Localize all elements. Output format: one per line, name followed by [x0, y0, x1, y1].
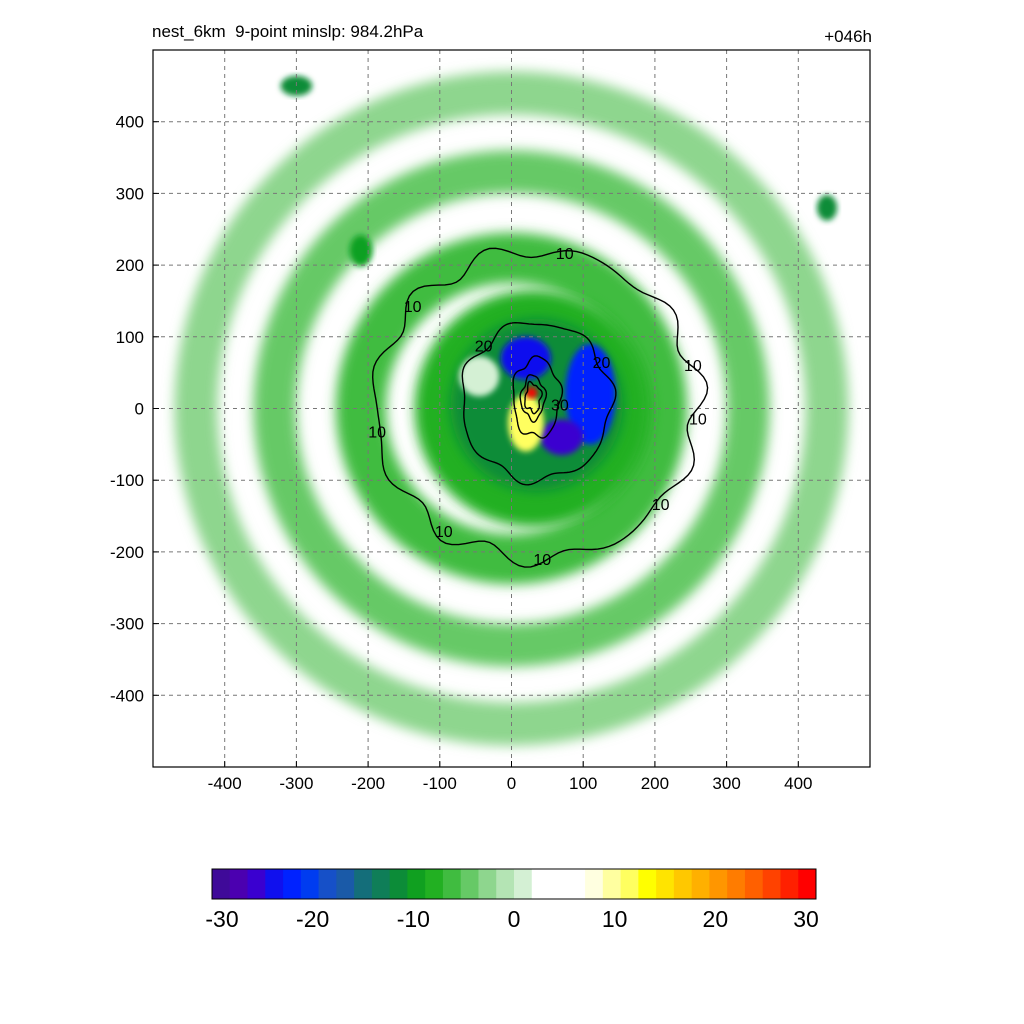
x-tick-label: 400	[784, 774, 812, 793]
colorbar-swatch	[585, 869, 604, 899]
colorbar-swatch	[371, 869, 391, 899]
field-blob	[565, 343, 616, 445]
colorbar-swatch	[514, 869, 533, 899]
contour-label: 30	[551, 398, 569, 415]
colorbar-swatch	[442, 869, 462, 899]
colorbar-swatch	[762, 869, 781, 899]
colorbar-swatch	[212, 869, 231, 899]
colorbar-swatch	[620, 869, 639, 899]
field-blob	[500, 336, 551, 380]
colorbar-swatch	[318, 869, 337, 899]
y-tick-label: -400	[110, 686, 144, 705]
contour-label: 20	[593, 355, 611, 372]
x-tick-label: 300	[712, 774, 740, 793]
contour-line	[519, 374, 548, 423]
contour-label: 10	[368, 425, 386, 442]
y-tick-label: 200	[116, 256, 144, 275]
y-tick-label: -300	[110, 615, 144, 634]
colorbar-swatch	[229, 869, 249, 899]
colorbar-tick-label: 10	[602, 906, 628, 932]
contour-lines: 10 10 10 10 10 10 10 10 20 20 30	[368, 246, 709, 569]
field-blob	[349, 234, 373, 267]
contour-line	[371, 247, 709, 568]
contour-line	[461, 321, 617, 486]
x-tick-label: -200	[351, 774, 385, 793]
y-tick-label: -100	[110, 471, 144, 490]
colorbar-swatch	[709, 869, 728, 899]
colorbar-swatch	[300, 869, 320, 899]
colorbar-swatch	[478, 869, 497, 899]
colorbar-swatch	[531, 869, 551, 899]
colorbar-swatch	[407, 869, 426, 899]
colorbar-swatch	[389, 869, 408, 899]
colorbar-swatch	[425, 869, 444, 899]
contour-label: 10	[435, 524, 453, 541]
colorbar-swatch	[744, 869, 764, 899]
field-blob	[525, 386, 538, 399]
y-axis: 400 300 200 100 0 -100 -200 -300 -400	[110, 113, 159, 705]
colorbar-tick-label: -10	[397, 906, 430, 932]
colorbar-swatch	[602, 869, 622, 899]
contour-line	[524, 380, 543, 415]
contour-label: 10	[556, 246, 574, 263]
contour-label: 10	[533, 552, 551, 569]
colorbar-tick-label: 0	[508, 906, 521, 932]
x-tick-label: 100	[569, 774, 597, 793]
colorbar-tick-label: -30	[205, 906, 238, 932]
x-tick-label: -100	[423, 774, 457, 793]
colorbar-swatch	[265, 869, 284, 899]
colorbar-swatch	[354, 869, 373, 899]
x-axis: -400 -300 -200 -100 0 100 200 300 400	[208, 761, 812, 793]
colorbar-swatch	[283, 869, 302, 899]
contour-line	[512, 355, 564, 439]
colorbar-swatch	[727, 869, 746, 899]
contour-label: 10	[404, 299, 422, 316]
field-blob	[459, 356, 500, 397]
y-tick-label: 300	[116, 184, 144, 203]
colorbar-swatch	[336, 869, 355, 899]
x-tick-label: 200	[641, 774, 669, 793]
colorbar-swatch	[638, 869, 657, 899]
colorbar-swatch	[691, 869, 710, 899]
field-blob	[816, 194, 838, 221]
colorbar-swatch	[798, 869, 817, 899]
y-tick-label: 100	[116, 328, 144, 347]
colorbar-swatch	[673, 869, 693, 899]
colorbar-swatch	[247, 869, 266, 899]
colorbar-swatch	[780, 869, 799, 899]
colorbar: -30 -20 -10 0 10 20 30	[205, 868, 819, 932]
colorbar-swatch	[656, 869, 675, 899]
y-tick-label: 400	[116, 113, 144, 132]
x-tick-label: 0	[507, 774, 516, 793]
lead-time-label: +046h	[824, 27, 872, 46]
colorbar-swatch	[549, 869, 568, 899]
colorbar-tick-label: 30	[793, 906, 819, 932]
x-tick-label: -400	[208, 774, 242, 793]
colorbar-tick-label: -20	[296, 906, 329, 932]
shaded-field	[174, 71, 849, 746]
colorbar-swatch	[460, 869, 479, 899]
contour-label: 10	[684, 358, 702, 375]
field-blob	[540, 419, 584, 456]
x-tick-label: -300	[279, 774, 313, 793]
y-tick-label: -200	[110, 543, 144, 562]
chart-title: nest_6km 9-point minslp: 984.2hPa	[152, 22, 424, 41]
plot-area: 10 10 10 10 10 10 10 10 20 20 30	[152, 49, 871, 768]
colorbar-tick-label: 20	[703, 906, 729, 932]
colorbar-swatch	[567, 869, 586, 899]
contour-label: 10	[652, 497, 670, 514]
contour-label: 10	[689, 411, 707, 428]
contour-label: 20	[475, 339, 493, 356]
y-tick-label: 0	[135, 400, 144, 419]
colorbar-swatch	[496, 869, 515, 899]
colorbar-frame	[211, 868, 817, 900]
